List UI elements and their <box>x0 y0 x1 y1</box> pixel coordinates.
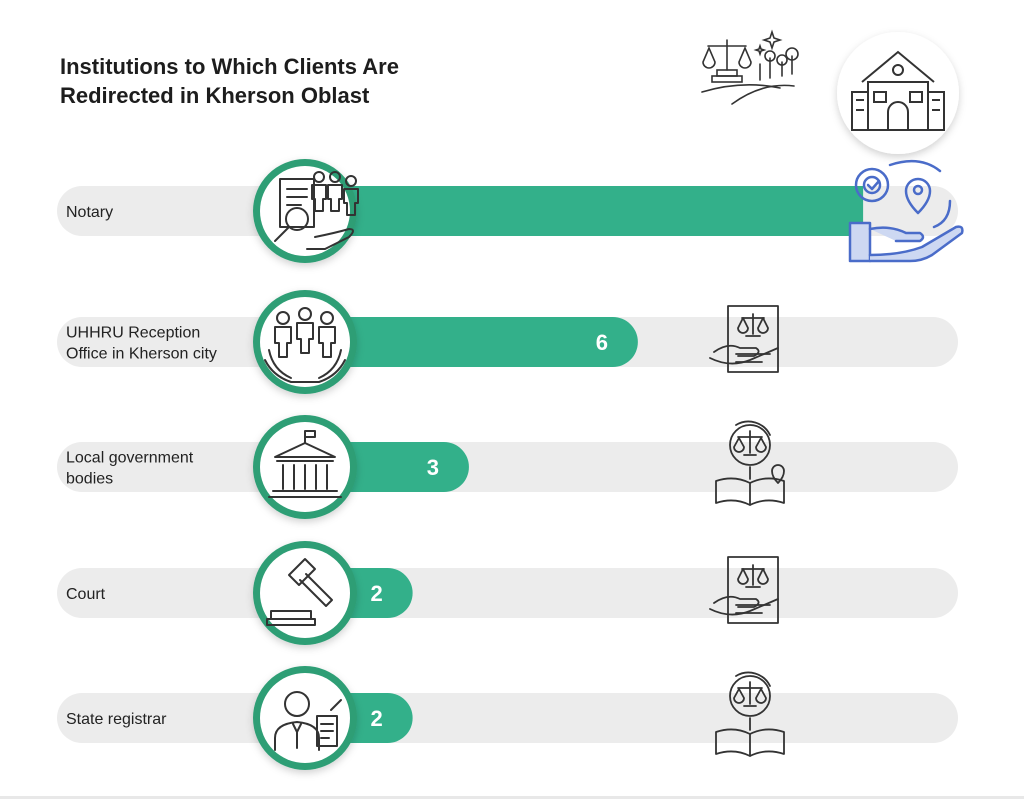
bar-uhhru-reception-office-in-kherson-city <box>300 317 638 367</box>
chart-title-line-1: Institutions to Which Clients Are <box>60 54 399 79</box>
gavel-icon <box>253 541 357 645</box>
bar-track <box>57 568 958 618</box>
category-label: State registrar <box>66 711 167 728</box>
registrar-person-icon <box>253 666 357 770</box>
government-building-icon <box>253 415 357 519</box>
value-label: 2 <box>370 706 382 731</box>
legal-document-hand-icon <box>709 556 779 624</box>
chart-title: Institutions to Which Clients Are Redire… <box>60 52 520 110</box>
value-label: 6 <box>596 330 608 355</box>
courthouse-building-icon <box>837 32 959 154</box>
value-label: 3 <box>427 455 439 480</box>
bottom-divider <box>0 796 1024 799</box>
category-label: Notary <box>66 204 113 221</box>
justice-globe-book-icon <box>715 671 785 757</box>
value-label: 2 <box>370 581 382 606</box>
people-in-hand-icon <box>253 290 357 394</box>
justice-globe-book-icon <box>715 420 785 506</box>
service-location-hand-icon <box>848 159 964 263</box>
category-label: Local government bodies <box>66 450 194 488</box>
scales-of-justice-landscape-icon <box>701 29 799 105</box>
legal-document-hand-icon <box>709 305 779 373</box>
category-label: Court <box>66 586 106 603</box>
bar-track <box>57 693 958 743</box>
chart-title-line-2: Redirected in Kherson Oblast <box>60 83 370 108</box>
category-label: UHHRU Reception Office in Kherson city <box>66 325 217 363</box>
notary-documents-people-icon <box>253 159 359 263</box>
bar-notary <box>300 186 864 236</box>
